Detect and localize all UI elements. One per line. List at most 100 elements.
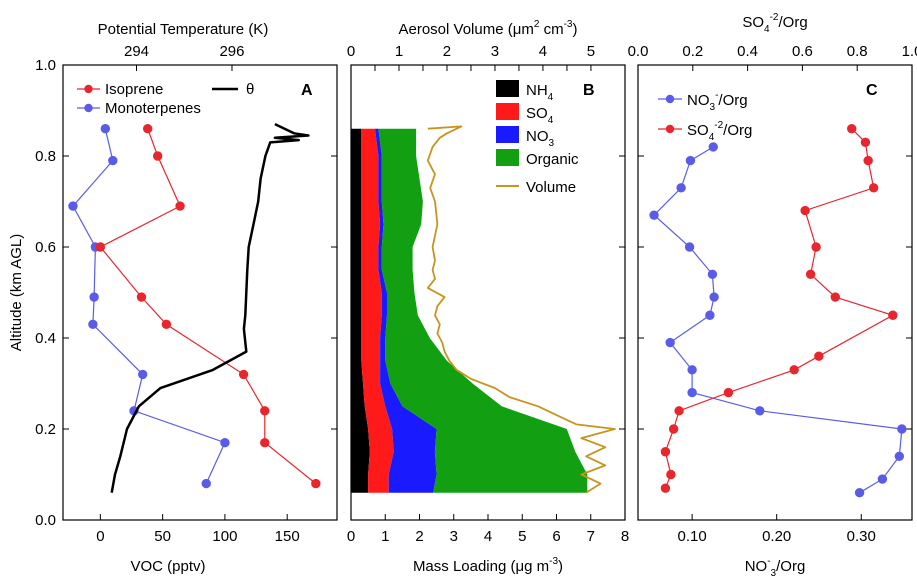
legend-so4-label: SO4-2/Org <box>687 120 752 143</box>
x-tick-label-B: 3 <box>450 528 458 545</box>
legend-no3-label: NO3-/Org <box>687 90 748 113</box>
x-tick-label-B: 2 <box>415 528 423 545</box>
y-tick-label: 0.6 <box>35 239 56 256</box>
so4-org-line <box>664 128 895 489</box>
legend-isoprene-marker <box>84 84 93 94</box>
isoprene-line <box>99 128 317 485</box>
x2-tick-label-C: 0.4 <box>737 43 758 60</box>
x-tick-label-B: 8 <box>621 528 629 545</box>
x2-tick-label-B: 3 <box>491 43 499 60</box>
so4-org-point <box>723 387 734 398</box>
panel-label-C: C <box>866 82 878 99</box>
monoterpenes-point <box>100 124 111 134</box>
legend-no3-marker <box>665 94 675 104</box>
panel-label-A: A <box>301 82 313 99</box>
x-tick-label-A: 50 <box>154 528 171 545</box>
no3-org-line <box>653 146 903 494</box>
x-tick-label-B: 6 <box>552 528 560 545</box>
x-tick-label-C: 0.20 <box>762 528 791 545</box>
monoterpenes-point <box>89 292 99 302</box>
so4-org-point <box>674 406 684 416</box>
no3-org-point <box>685 155 696 166</box>
legend-isoprene-label: Isoprene <box>105 81 163 98</box>
so4-org-point <box>811 242 821 252</box>
isoprene-point <box>152 151 163 161</box>
isoprene-point <box>260 437 270 448</box>
x-tick-label-B: 7 <box>587 528 595 545</box>
x-tick-label-A: 150 <box>275 528 300 545</box>
monoterpenes-point <box>201 478 211 489</box>
legend-organic-swatch <box>496 149 519 166</box>
monoterpenes-point <box>108 155 118 166</box>
x-tick-label-B: 5 <box>518 528 526 545</box>
so4-org-point <box>789 365 799 375</box>
x-tick-label-A: 100 <box>212 528 237 545</box>
theta-line <box>110 122 310 493</box>
x-tick-label-C: 0.10 <box>678 528 707 545</box>
no3-org-point <box>707 269 718 279</box>
x-axis-title-B: Mass Loading (μg m-3) <box>413 556 563 575</box>
x-axis-title-C: NO-3/Org <box>745 556 806 577</box>
no3-org-point <box>676 183 686 193</box>
so4-org-point <box>868 183 879 193</box>
x-tick-label-B: 4 <box>484 528 492 545</box>
volume-line <box>426 125 616 494</box>
y-tick-label: 0.8 <box>35 148 56 165</box>
so4-area <box>361 128 394 493</box>
legend-so4-label: SO4 <box>526 105 554 126</box>
so4-org-point <box>888 310 898 320</box>
so4-org-point <box>847 124 857 134</box>
so4-org-point <box>814 351 824 361</box>
plot-frame-A <box>62 64 338 521</box>
legend-organic-label: Organic <box>526 151 579 168</box>
x-tick-label-C: 0.30 <box>847 528 876 545</box>
legend-monoterpenes-label: Monoterpenes <box>105 100 201 117</box>
y-tick-label: 0.4 <box>35 330 56 347</box>
panel-label-B: B <box>583 82 595 99</box>
legend-no3-label: NO3 <box>526 128 555 149</box>
x2-tick-label-B: 5 <box>587 43 595 60</box>
x2-axis-title-B: Aerosol Volume (μm2 cm-3) <box>399 19 578 38</box>
no3-org-point <box>877 474 888 484</box>
plot-frame-C <box>637 64 913 521</box>
x-tick-label-A: 0 <box>96 528 104 545</box>
no3-org-point <box>684 242 695 252</box>
x2-axis-title-C: SO4-2/Org <box>742 12 807 35</box>
x2-tick-label-C: 0.8 <box>847 43 868 60</box>
x2-tick-label-B: 2 <box>443 43 451 60</box>
isoprene-point <box>238 369 249 380</box>
isoprene-point <box>175 201 185 211</box>
so4-org-point <box>800 205 810 216</box>
isoprene-point <box>311 478 321 489</box>
legend-nh4-label: NH4 <box>526 82 554 103</box>
y-tick-label: 0.0 <box>35 512 56 529</box>
nh4-area <box>351 128 370 493</box>
isoprene-point <box>142 124 153 134</box>
so4-org-point <box>805 269 816 279</box>
legend-so4-marker <box>665 124 675 134</box>
legend-so4-swatch <box>496 103 519 120</box>
organic-area <box>378 128 588 493</box>
legend-nh4-swatch <box>496 80 519 97</box>
no3-org-point <box>665 337 675 348</box>
so4-org-point <box>660 447 671 457</box>
legend-monoterpenes-marker <box>84 103 93 113</box>
x2-tick-label-C: 0.2 <box>682 43 703 60</box>
no3-org-point <box>854 488 865 498</box>
no3-org-point <box>897 424 907 434</box>
x2-tick-label-A: 294 <box>124 43 149 60</box>
isoprene-point <box>136 292 147 302</box>
no3-org-point <box>708 142 718 152</box>
x2-tick-label-B: 0 <box>347 43 355 60</box>
x2-tick-label-B: 1 <box>395 43 403 60</box>
so4-org-point <box>668 424 679 434</box>
no3-org-point <box>705 310 715 320</box>
x2-tick-label-C: 1.0 <box>902 43 917 60</box>
y-tick-label: 1.0 <box>35 57 56 74</box>
x-tick-label-B: 0 <box>347 528 355 545</box>
legend-no3-swatch <box>496 126 519 143</box>
x2-tick-label-A: 296 <box>219 43 244 60</box>
no3-org-point <box>755 406 765 416</box>
no3-area <box>375 128 437 493</box>
